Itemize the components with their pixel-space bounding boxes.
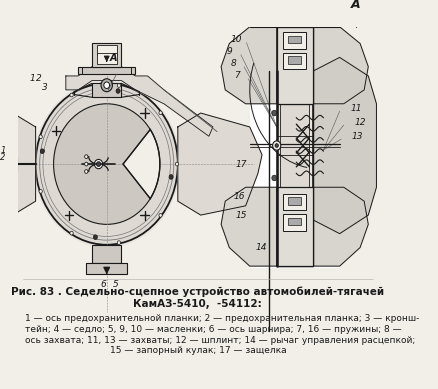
Circle shape: [117, 84, 120, 88]
Polygon shape: [312, 27, 367, 104]
Bar: [92, 83, 121, 97]
Circle shape: [104, 82, 110, 88]
Bar: [4, 157, 17, 172]
Bar: [249, 27, 339, 268]
Bar: [283, 32, 305, 49]
Text: 13: 13: [351, 132, 363, 141]
Text: 10: 10: [230, 35, 241, 44]
Polygon shape: [123, 130, 159, 199]
Text: 5: 5: [113, 280, 119, 289]
Text: 12: 12: [353, 118, 365, 127]
Circle shape: [96, 162, 100, 166]
Bar: [276, 187, 312, 266]
Text: 1: 1: [0, 146, 6, 155]
Text: Рис. 83 . Седельно-сцепное устройство автомобилей-тягачей: Рис. 83 . Седельно-сцепное устройство ав…: [11, 287, 384, 297]
Circle shape: [175, 162, 178, 166]
Text: 9: 9: [226, 47, 232, 56]
Bar: [287, 56, 300, 64]
Circle shape: [35, 83, 177, 245]
Text: 1 — ось предохранительной планки; 2 — предохранительная планка; 3 — кронш-: 1 — ось предохранительной планки; 2 — пр…: [25, 314, 418, 323]
Bar: [97, 53, 116, 64]
Text: 2: 2: [35, 74, 41, 83]
Circle shape: [85, 170, 88, 173]
Circle shape: [40, 149, 44, 154]
Circle shape: [159, 214, 162, 217]
Text: КамАЗ-5410,  -54112:: КамАЗ-5410, -54112:: [133, 299, 261, 308]
Circle shape: [39, 189, 42, 193]
Bar: [287, 198, 300, 205]
Bar: [249, 8, 339, 27]
Circle shape: [85, 155, 88, 158]
Text: 14: 14: [255, 243, 266, 252]
Bar: [92, 44, 121, 67]
Bar: [283, 194, 305, 210]
Circle shape: [70, 231, 73, 235]
Bar: [283, 214, 305, 231]
Circle shape: [70, 93, 73, 97]
Text: 16: 16: [233, 192, 244, 201]
Text: 6: 6: [100, 280, 106, 289]
Circle shape: [39, 135, 42, 138]
Bar: [78, 67, 135, 74]
Polygon shape: [177, 113, 261, 215]
Text: 15: 15: [235, 210, 247, 219]
Circle shape: [271, 175, 276, 181]
Polygon shape: [221, 187, 276, 266]
Circle shape: [117, 241, 120, 244]
Polygon shape: [123, 130, 159, 199]
Text: 8: 8: [230, 60, 236, 68]
Polygon shape: [0, 113, 35, 215]
Polygon shape: [66, 67, 212, 136]
Bar: [92, 245, 121, 263]
Circle shape: [53, 104, 159, 224]
Bar: [86, 263, 127, 275]
Ellipse shape: [33, 81, 180, 247]
Text: тейн; 4 — седло; 5, 9, 10 — масленки; 6 — ось шарнира; 7, 16 — пружины; 8 —: тейн; 4 — седло; 5, 9, 10 — масленки; 6 …: [25, 325, 401, 334]
Text: A: A: [350, 0, 360, 11]
Text: 11: 11: [350, 104, 361, 113]
Bar: [283, 53, 305, 70]
Text: 15 — запорный кулак; 17 — защелка: 15 — запорный кулак; 17 — защелка: [110, 346, 286, 355]
Bar: [276, 27, 312, 104]
Text: ось захвата; 11, 13 — захваты; 12 — шплинт; 14 — рычаг управления расцепкой;: ось захвата; 11, 13 — захваты; 12 — шпли…: [25, 336, 414, 345]
Bar: [276, 27, 312, 266]
Text: 4: 4: [116, 67, 122, 76]
Bar: [279, 27, 309, 266]
Text: 17: 17: [235, 159, 247, 168]
Circle shape: [169, 175, 173, 179]
Polygon shape: [312, 58, 376, 234]
Text: 3: 3: [42, 82, 48, 91]
Bar: [287, 36, 300, 44]
Circle shape: [116, 89, 120, 93]
Text: A: A: [109, 53, 117, 63]
Circle shape: [94, 159, 102, 169]
Circle shape: [159, 111, 162, 115]
Text: 2: 2: [0, 153, 6, 162]
Bar: [287, 218, 300, 225]
Circle shape: [85, 162, 88, 166]
Polygon shape: [221, 27, 276, 104]
Text: 1: 1: [29, 74, 35, 83]
Circle shape: [271, 110, 276, 116]
Polygon shape: [312, 187, 367, 266]
Circle shape: [275, 144, 278, 147]
Circle shape: [272, 141, 280, 150]
Bar: [97, 46, 116, 54]
Circle shape: [101, 79, 112, 92]
Circle shape: [93, 235, 97, 240]
Text: 7: 7: [234, 72, 240, 81]
